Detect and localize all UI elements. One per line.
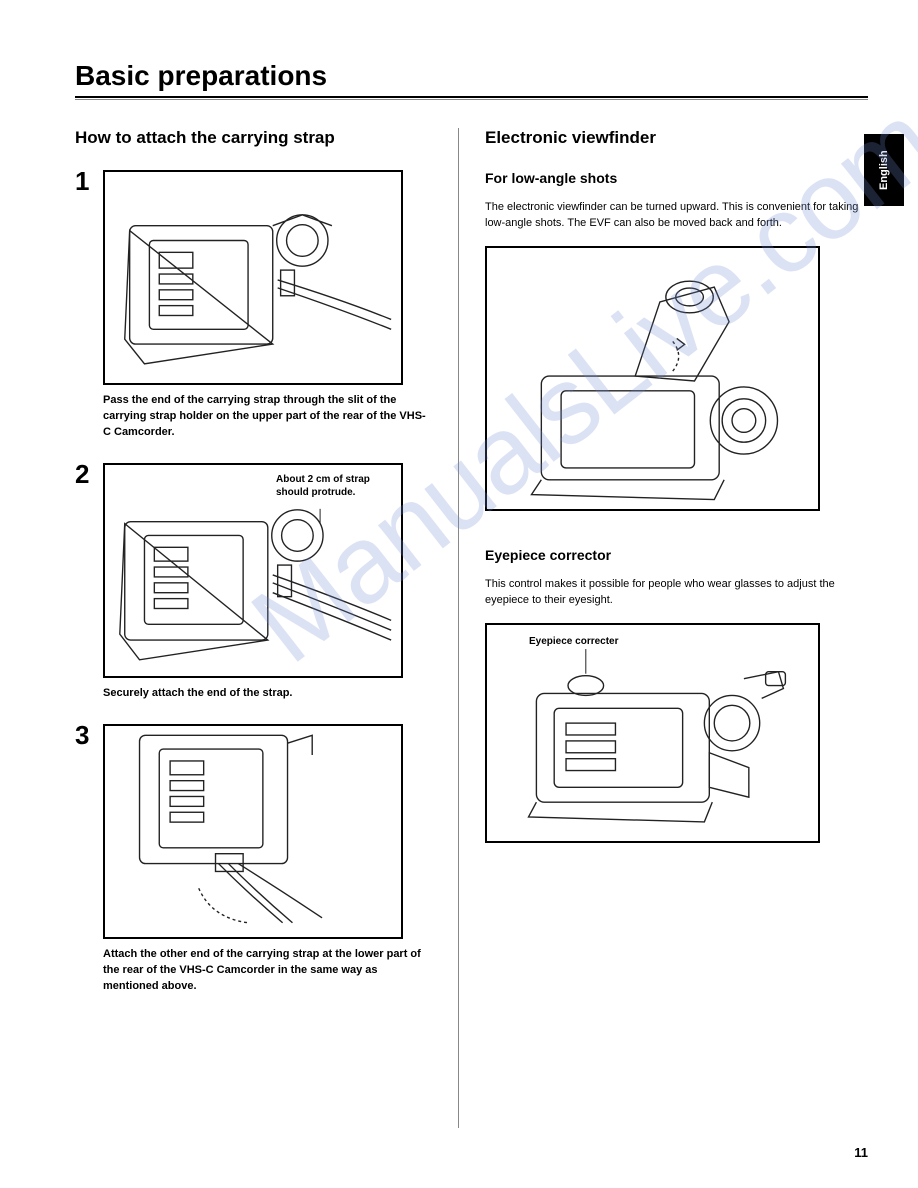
step-2-annotation: About 2 cm of strap should protrude. [276, 473, 391, 499]
eyepiece-annotation: Eyepiece correcter [529, 635, 619, 648]
eyepiece-title: Eyepiece corrector [485, 547, 868, 563]
figure-eyepiece: Eyepiece correcter [485, 623, 820, 843]
eyepiece-illustration [487, 623, 818, 843]
page-title: Basic preparations [75, 60, 868, 92]
step-3-caption: Attach the other end of the carrying str… [103, 947, 426, 995]
figure-viewfinder [485, 246, 820, 511]
step-1-caption: Pass the end of the carrying strap throu… [103, 393, 426, 441]
left-heading: How to attach the carrying strap [75, 128, 426, 148]
step-3: 3 [75, 724, 426, 939]
low-angle-text: The electronic viewfinder can be turned … [485, 200, 868, 232]
step-1: 1 [75, 170, 426, 385]
camcorder-illustration-3 [105, 724, 401, 939]
step-number: 3 [75, 722, 93, 748]
figure-step-2: About 2 cm of strap should protrude. [103, 463, 403, 678]
step-number: 2 [75, 461, 93, 487]
column-divider [458, 128, 459, 1128]
step-number: 1 [75, 168, 93, 194]
title-rule [75, 96, 868, 100]
step-2-caption: Securely attach the end of the strap. [103, 686, 426, 702]
viewfinder-illustration [487, 246, 818, 511]
step-2: 2 About 2 cm of strap should protrude. [75, 463, 426, 678]
right-heading: Electronic viewfinder [485, 128, 868, 148]
two-column-layout: How to attach the carrying strap 1 [75, 128, 868, 1128]
camcorder-illustration-1 [105, 170, 401, 385]
figure-step-3 [103, 724, 403, 939]
right-column: English Electronic viewfinder For low-an… [467, 128, 868, 1128]
figure-step-1 [103, 170, 403, 385]
eyepiece-text: This control makes it possible for peopl… [485, 577, 868, 609]
language-tab: English [864, 134, 904, 206]
left-column: How to attach the carrying strap 1 [75, 128, 450, 1128]
low-angle-title: For low-angle shots [485, 170, 868, 186]
page-number: 11 [854, 1145, 868, 1160]
